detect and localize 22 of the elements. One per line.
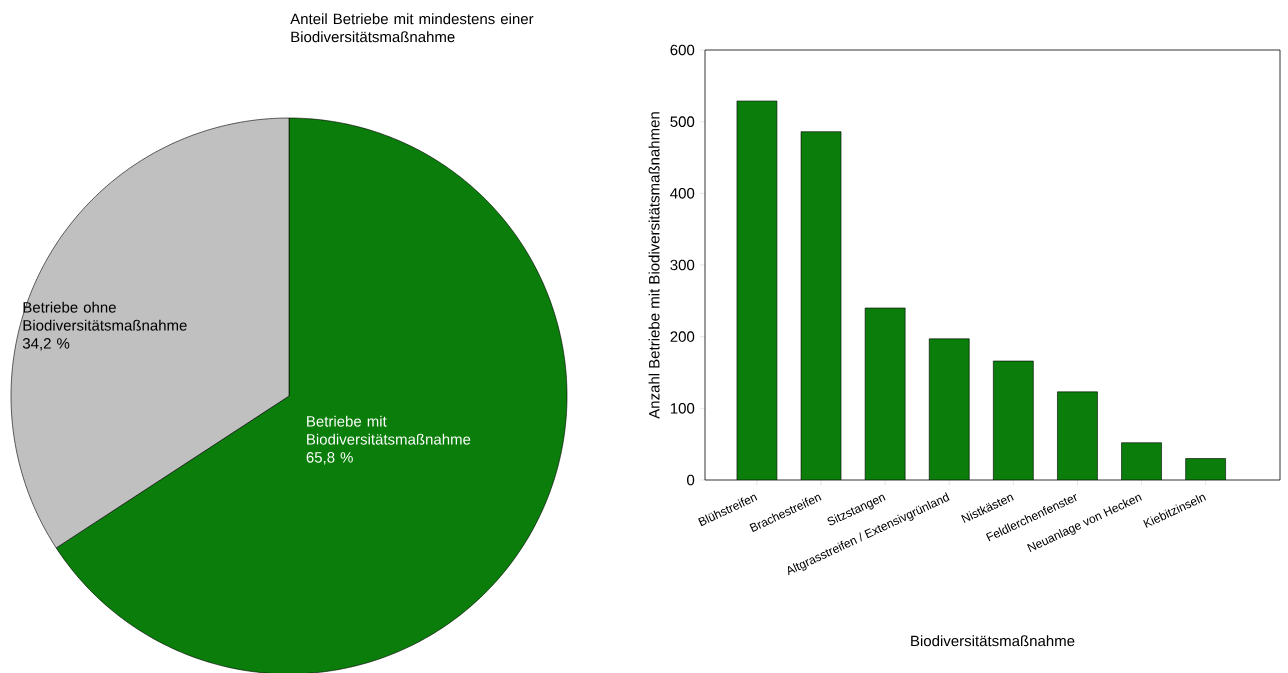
bar [993, 361, 1034, 480]
slice-label: Betriebe mit Biodiversitätsmaßnahme [307, 415, 471, 445]
y-tick-label: 0 [687, 474, 695, 486]
y-tick-label: 300 [670, 259, 695, 271]
chart-title: Anteil Betriebe mit mindestens einer Biodiversitätsmaßnahme [290, 13, 534, 43]
data-label: 65,8 % [306, 452, 353, 465]
y-tick-label: 100 [670, 403, 695, 414]
y-tick-label: 500 [670, 116, 695, 127]
bar [1121, 442, 1162, 480]
data-label: 34,2 % [22, 338, 70, 351]
bar [865, 308, 906, 480]
bar [736, 100, 777, 480]
slice-label: Betriebe ohne Biodiversitätsmaßnahme [23, 301, 187, 331]
bar [929, 338, 970, 480]
y-tick-label: 600 [670, 44, 695, 56]
y-tick-label: 400 [670, 188, 695, 199]
bar [1057, 391, 1098, 480]
y-axis-title: Anzahl Betriebe mit Biodiversitätsmaßnahmen [648, 112, 660, 419]
x-axis-title: Biodiversitätsmaßnahme [911, 635, 1075, 647]
bar [801, 131, 842, 480]
y-tick-label: 200 [670, 331, 695, 342]
bar [1185, 458, 1226, 480]
